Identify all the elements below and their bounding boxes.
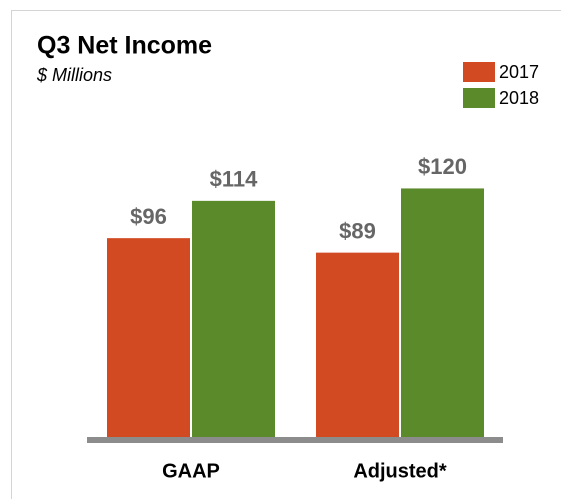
bar [316,252,399,437]
legend-label: 2018 [499,88,539,108]
bar [192,200,275,437]
legend-swatch [463,62,495,82]
value-label: $96 [130,204,167,229]
bar [107,238,190,437]
x-tick-label: Adjusted* [353,460,447,482]
chart-subtitle: $ Millions [36,65,112,85]
bar [401,188,484,437]
legend-label: 2017 [499,62,539,82]
legend-swatch [463,88,495,108]
chart-title: Q3 Net Income [37,32,212,60]
value-label: $114 [210,167,258,192]
value-label: $120 [418,154,467,179]
x-tick-label: GAAP [162,460,220,482]
value-label: $89 [339,218,376,243]
